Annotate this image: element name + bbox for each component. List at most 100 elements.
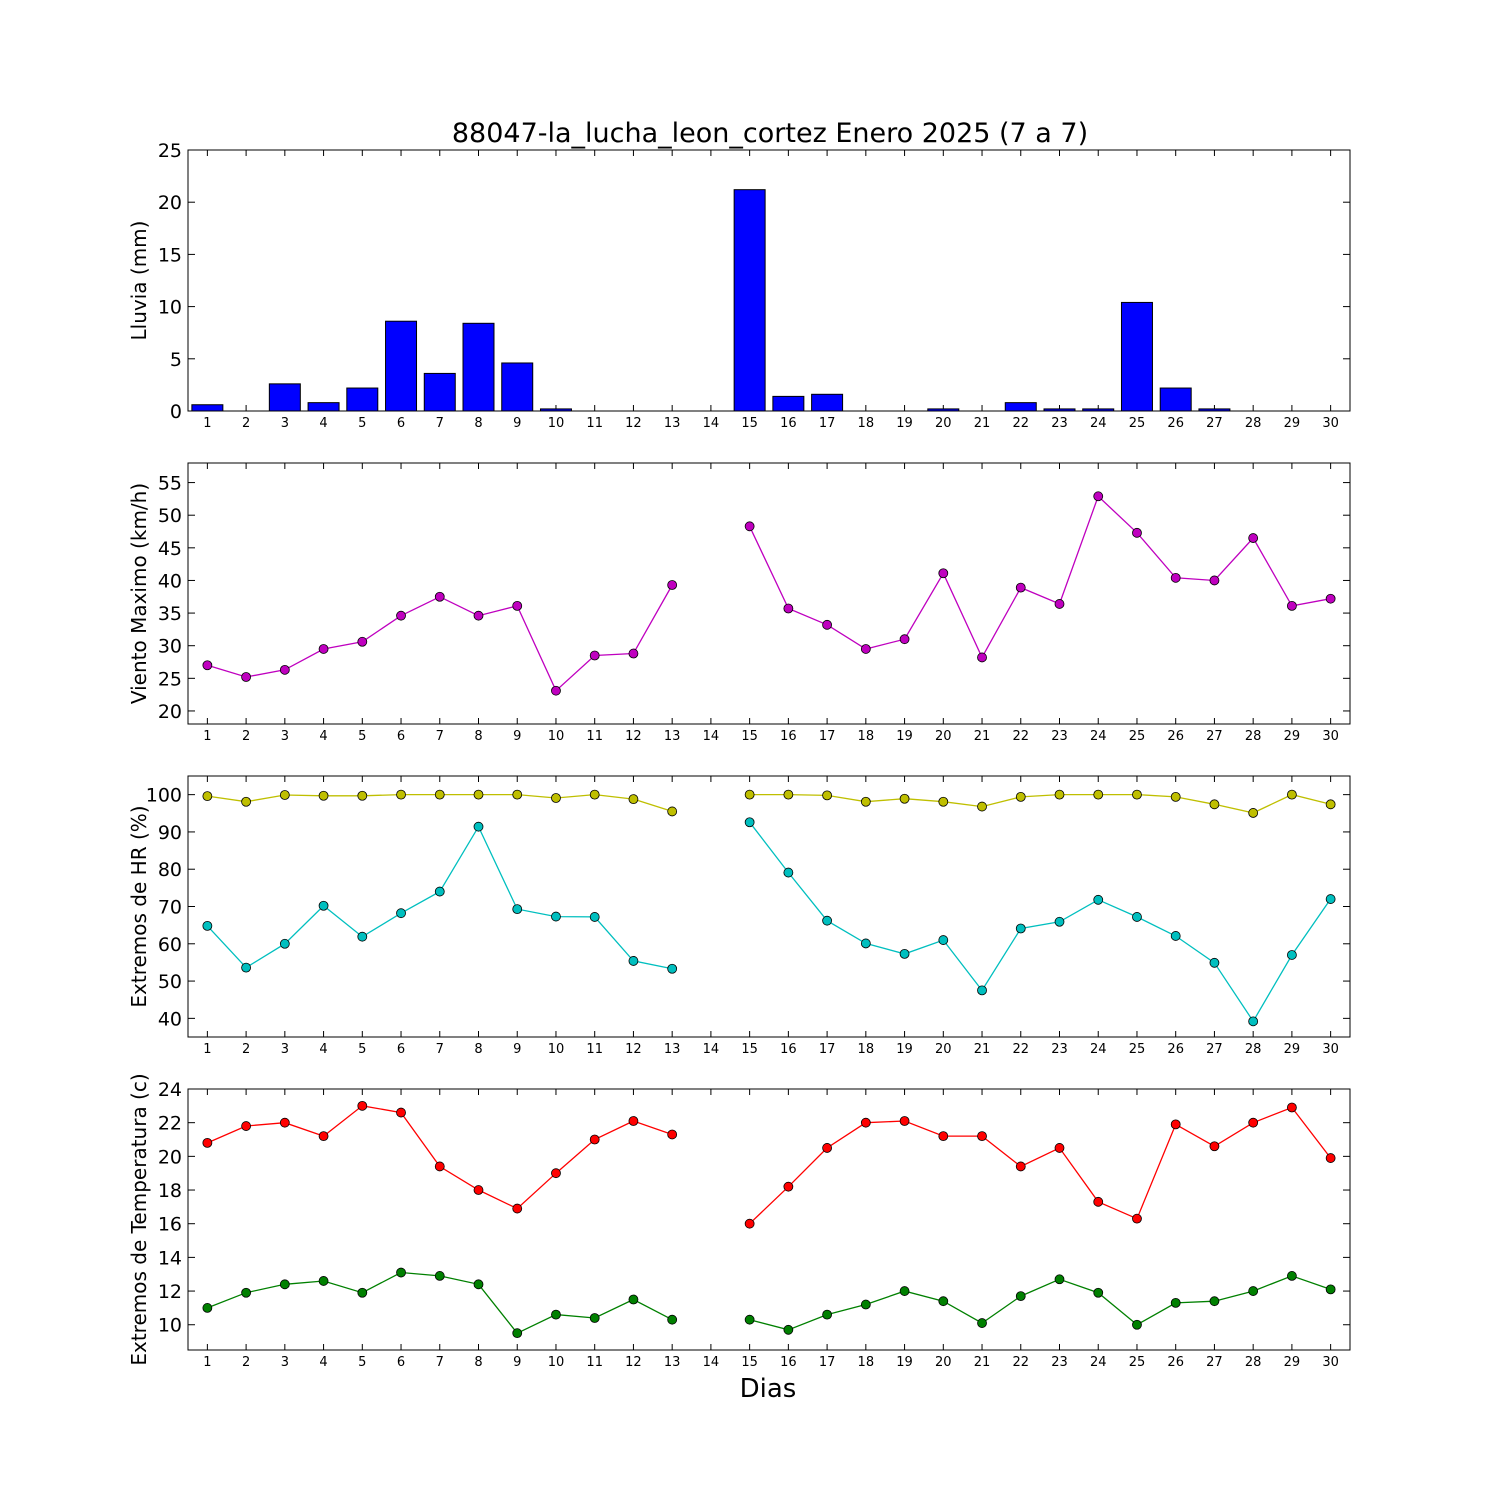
plot-frame — [187, 149, 1351, 412]
x-tick-label: 29 — [1284, 1355, 1301, 1370]
x-tick-label: 22 — [1012, 729, 1029, 744]
rain-bar — [1120, 301, 1153, 412]
x-tick-label: 17 — [819, 1355, 836, 1370]
data-point — [589, 650, 600, 661]
x-tick-label: 7 — [436, 729, 444, 744]
x-tick-label: 6 — [397, 416, 405, 431]
x-tick-label: 12 — [625, 1042, 642, 1057]
x-tick-label: 26 — [1167, 729, 1184, 744]
data-point — [434, 886, 445, 897]
x-tick-label: 8 — [474, 1355, 482, 1370]
x-tick-label: 25 — [1129, 416, 1146, 431]
y-tick-label: 12 — [158, 1281, 182, 1303]
data-point — [822, 1143, 832, 1153]
series-1 — [202, 789, 1336, 818]
x-tick-label: 9 — [513, 1042, 521, 1057]
data-point — [202, 1303, 213, 1313]
rain-bar — [307, 402, 340, 412]
x-tick-label: 18 — [858, 1042, 875, 1057]
data-point — [1015, 1291, 1026, 1302]
series-line — [749, 1275, 1331, 1331]
y-tick-label: 30 — [158, 636, 182, 658]
rain-bar — [1159, 387, 1192, 412]
x-tick-label: 17 — [819, 416, 836, 431]
data-point — [1209, 1141, 1220, 1152]
data-point — [899, 634, 910, 645]
data-point — [1287, 600, 1297, 611]
data-point — [241, 672, 252, 682]
data-point — [977, 985, 987, 996]
x-tick-label: 29 — [1284, 1042, 1301, 1057]
x-tick-label: 12 — [625, 1355, 642, 1370]
y-tick-label: 60 — [158, 934, 182, 956]
plot-frame — [187, 462, 1351, 725]
data-point — [512, 600, 523, 611]
y-axis-label: Extremos de HR (%) — [127, 805, 151, 1007]
data-point — [396, 610, 406, 621]
y-tick-label: 25 — [158, 668, 182, 690]
data-point — [1054, 789, 1065, 800]
x-tick-label: 22 — [1012, 416, 1029, 431]
data-point — [396, 908, 406, 919]
data-point — [473, 789, 484, 800]
data-point — [202, 660, 213, 671]
data-point — [318, 900, 329, 911]
data-point — [860, 1117, 871, 1128]
data-point — [473, 610, 484, 621]
data-point — [1325, 1284, 1336, 1295]
data-point — [1093, 1196, 1104, 1207]
x-tick-label: 7 — [436, 416, 444, 431]
x-tick-label: 5 — [358, 1355, 366, 1370]
data-point — [783, 789, 794, 800]
data-point — [1170, 1297, 1181, 1308]
x-tick-label: 21 — [974, 1355, 991, 1370]
x-tick-label: 22 — [1012, 1042, 1029, 1057]
x-tick-label: 29 — [1284, 729, 1301, 744]
x-tick-label: 5 — [358, 1042, 366, 1057]
data-point — [279, 664, 290, 675]
data-point — [589, 1134, 600, 1145]
rain-bar — [501, 362, 534, 412]
data-point — [1132, 789, 1142, 800]
data-point — [977, 801, 987, 812]
x-tick-label: 19 — [896, 729, 913, 744]
x-tick-label: 11 — [586, 1042, 603, 1057]
data-point — [822, 619, 832, 630]
rain-bar — [268, 383, 301, 412]
data-point — [977, 1318, 987, 1328]
x-tick-label: 16 — [780, 1355, 797, 1370]
data-point — [473, 1279, 484, 1290]
data-point — [551, 793, 561, 803]
x-tick-label: 13 — [664, 1355, 681, 1370]
x-tick-label: 28 — [1245, 1042, 1262, 1057]
data-point — [899, 1116, 910, 1126]
data-point — [899, 793, 910, 804]
data-point — [1015, 1161, 1026, 1172]
data-point — [1015, 791, 1026, 802]
x-tick-label: 5 — [358, 416, 366, 431]
data-point — [473, 1185, 484, 1195]
data-point — [860, 938, 871, 949]
x-tick-label: 16 — [780, 729, 797, 744]
data-point — [899, 948, 910, 959]
x-tick-label: 18 — [858, 416, 875, 431]
x-tick-label: 24 — [1090, 1042, 1107, 1057]
x-tick-label: 21 — [974, 729, 991, 744]
rain-bar — [346, 387, 379, 412]
x-tick-label: 14 — [703, 1355, 720, 1370]
x-tick-label: 3 — [281, 1042, 289, 1057]
x-tick-label: 14 — [703, 416, 720, 431]
data-point — [1054, 1143, 1065, 1153]
rain-bar — [539, 408, 572, 412]
data-point — [202, 1137, 213, 1148]
y-tick-label: 10 — [158, 1315, 182, 1337]
series-line — [749, 495, 1331, 659]
x-tick-label: 23 — [1051, 416, 1068, 431]
x-tick-label: 26 — [1167, 416, 1184, 431]
data-point — [667, 806, 678, 817]
data-point — [1170, 791, 1181, 802]
x-tick-label: 7 — [436, 1042, 444, 1057]
